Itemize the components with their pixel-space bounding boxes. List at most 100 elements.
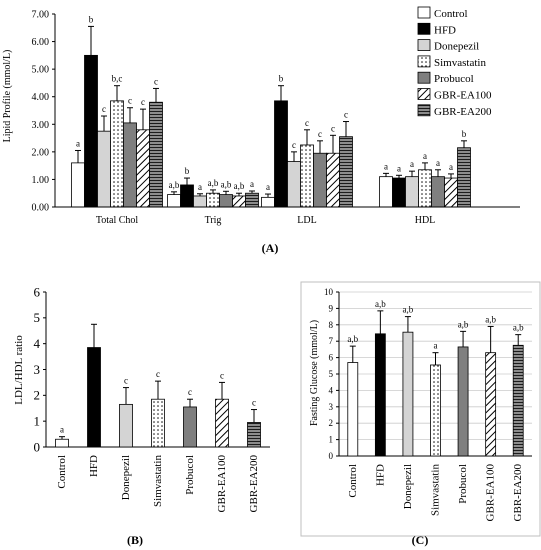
panel-b-ytick-label: 1: [34, 414, 41, 429]
significance-label: a,b: [347, 334, 358, 344]
panel-b-category-label: Simvastatin: [152, 455, 164, 507]
panel-a-category-label: LDL: [297, 215, 316, 226]
significance-label: a: [434, 341, 438, 351]
panel-b: LDL/HDL ratio 0 1 2 3 4 5 6 a c c c c c Control HFD D…: [13, 284, 270, 547]
significance-label: c: [124, 376, 128, 386]
bar-simvastatin-trig: [206, 192, 220, 208]
panel-a-ytick-label: 1.00: [32, 175, 50, 186]
bar-simvastatin-hdl: [418, 169, 432, 208]
significance-label: c: [318, 129, 322, 139]
bar-hfd-trig: [180, 184, 194, 208]
panel-b-ytick-label: 0: [34, 439, 41, 454]
panel-a-ytick-label: 0.00: [32, 203, 50, 214]
significance-label: a: [449, 162, 453, 172]
significance-label: a: [397, 163, 401, 173]
legend-swatch-control: [417, 6, 431, 19]
bar-donepezil-ldl: [287, 161, 301, 208]
legend-label-gbr-ea100: GBR-EA100: [434, 90, 492, 102]
significance-label: c: [154, 76, 158, 86]
panel-c-y-axis: 0 1 2 3 4 5 6 7 8 9 10: [324, 287, 339, 461]
significance-label: a: [60, 425, 64, 435]
panel-c-category-label: HFD: [374, 464, 386, 486]
significance-label: b: [279, 74, 284, 84]
bar-gbr-ea200: [247, 422, 261, 448]
panel-c-ytick-label: 4: [329, 385, 334, 395]
panel-c-ytick-label: 2: [329, 418, 334, 428]
significance-label: c: [305, 118, 309, 128]
significance-label: c: [102, 104, 106, 114]
panel-a: Lipid Profile (mmol/L) 0.00 1.00 2.00 3.00 4…: [2, 6, 520, 255]
panel-c-ytick-label: 3: [329, 402, 334, 412]
panel-c-category-label: GBR-EA200: [512, 464, 524, 522]
bar-hfd-total-chol: [84, 54, 98, 208]
significance-label: c: [331, 123, 335, 133]
legend-swatch-gbr-ea100: [417, 88, 431, 100]
significance-label: b,c: [112, 74, 123, 84]
bar-donepezil: [402, 331, 414, 457]
panel-a-ytick-label: 3.00: [32, 120, 50, 131]
bar-simvastatin: [151, 398, 165, 448]
bar-simvastatin-ldl: [300, 144, 314, 208]
significance-label: c: [292, 140, 296, 150]
bar-hfd-ldl: [274, 100, 288, 208]
bar-simvastatin-total-chol: [110, 100, 124, 208]
significance-label: a: [198, 182, 202, 192]
legend-label-control: Control: [434, 8, 468, 20]
panel-b-category-label: HFD: [88, 455, 100, 477]
panel-b-label: (B): [127, 533, 143, 547]
bar-gbr-ea200-ldl: [339, 136, 353, 208]
panel-a-label: (A): [262, 241, 279, 255]
significance-label: a,b: [221, 179, 232, 189]
bar-probucol: [457, 346, 469, 457]
panel-b-x-axis: Control HFD Donepezil Simvastatin Probucol GB…: [56, 455, 260, 513]
bar-control-hdl: [379, 176, 393, 208]
panel-b-ytick-label: 2: [34, 388, 41, 403]
panel-b-ytick-label: 3: [34, 362, 41, 377]
panel-a-category-label: Trig: [205, 215, 222, 226]
panel-b-ytick-label: 4: [34, 336, 41, 351]
significance-label: b: [89, 14, 94, 24]
legend-label-hfd: HFD: [434, 24, 456, 36]
panel-c-bars: a,b a,b a,b a a,b a,b a,b: [347, 299, 524, 457]
panel-c-category-label: Simvastatin: [430, 464, 442, 516]
panel-b-y-axis: 0 1 2 3 4 5 6: [34, 284, 46, 454]
panel-a-ytick-label: 2.00: [32, 147, 50, 158]
significance-label: a: [76, 138, 80, 148]
panel-c-ylabel: Fasting Glucose (mmol/L): [309, 320, 320, 426]
significance-label: a: [384, 161, 388, 171]
bar-control: [55, 438, 69, 448]
panel-c-category-label: Control: [347, 464, 359, 498]
panel-c-ytick-label: 5: [329, 369, 334, 379]
panel-b-category-label: Control: [56, 455, 68, 489]
bar-hfd-hdl: [392, 177, 406, 208]
bar-gbr-ea100-hdl: [444, 177, 458, 208]
panel-a-y-axis: 0.00 1.00 2.00 3.00 4.00 5.00 6.00 7.00: [32, 10, 55, 214]
significance-label: a,b: [208, 178, 219, 188]
bar-gbr-ea100: [215, 398, 229, 448]
panel-c-label: (C): [412, 533, 429, 547]
legend-label-donepezil: Donepezil: [434, 41, 479, 53]
bar-gbr-ea100-trig: [232, 195, 246, 208]
panel-a-legend: Control HFD Donepezil Simvastatin Probucol GB…: [417, 6, 492, 118]
panel-a-category-label: Total Chol: [96, 215, 139, 226]
bar-simvastatin: [430, 364, 441, 457]
significance-label: c: [128, 96, 132, 106]
significance-label: b: [462, 129, 467, 139]
panel-a-ytick-label: 6.00: [32, 37, 50, 48]
bar-hfd: [87, 347, 101, 448]
bar-probucol-total-chol: [123, 122, 137, 208]
bar-control-total-chol: [71, 162, 85, 208]
panel-b-ytick-label: 5: [34, 310, 41, 325]
bar-probucol-trig: [219, 194, 233, 208]
bar-gbr-ea200-trig: [245, 192, 259, 208]
legend-swatch-gbr-ea200: [417, 104, 431, 117]
bar-gbr-ea100: [485, 352, 497, 457]
panel-c-ytick-label: 1: [329, 435, 334, 445]
significance-label: c: [156, 369, 160, 379]
significance-label: a,b: [485, 314, 496, 324]
panel-c: Fasting Glucose (mmol/L) 0 1 2 3 4 5 6 7 8 9 10 a,…: [300, 281, 541, 547]
legend-swatch-probucol: [417, 71, 431, 84]
significance-label: c: [220, 370, 224, 380]
panel-a-ytick-label: 4.00: [32, 92, 50, 103]
